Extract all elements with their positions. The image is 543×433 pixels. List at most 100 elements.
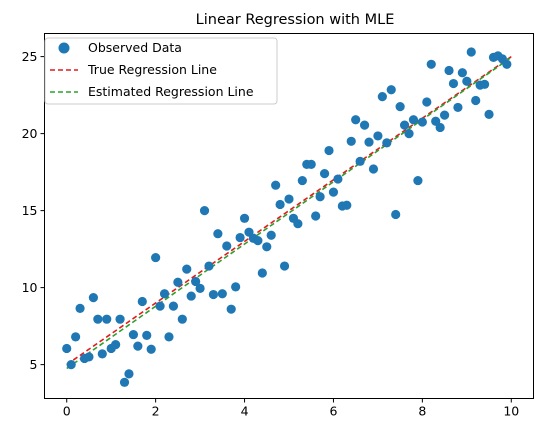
data-point bbox=[151, 252, 161, 263]
data-point bbox=[195, 283, 205, 293]
data-point bbox=[217, 289, 227, 299]
data-point bbox=[471, 95, 481, 106]
data-point bbox=[164, 332, 174, 342]
data-point bbox=[417, 117, 427, 127]
data-point bbox=[480, 79, 490, 89]
data-point bbox=[399, 120, 410, 130]
chart-title: Linear Regression with MLE bbox=[196, 12, 395, 28]
data-point bbox=[333, 174, 343, 184]
data-point bbox=[306, 159, 316, 170]
data-point bbox=[235, 232, 245, 243]
data-point bbox=[346, 136, 356, 146]
data-point bbox=[253, 236, 263, 246]
legend-box bbox=[44, 37, 278, 105]
data-point bbox=[115, 314, 125, 324]
data-point bbox=[439, 110, 450, 120]
data-point bbox=[484, 109, 494, 119]
data-point bbox=[457, 68, 467, 78]
y-tick-label: 25 bbox=[22, 49, 38, 64]
y-tick-label: 20 bbox=[22, 126, 38, 141]
data-point bbox=[382, 138, 392, 148]
data-point bbox=[257, 268, 267, 278]
data-point bbox=[222, 241, 232, 251]
data-point bbox=[373, 131, 383, 141]
x-tick-label: 6 bbox=[329, 404, 337, 419]
scatter-points bbox=[62, 47, 512, 387]
data-point bbox=[453, 102, 463, 113]
data-point bbox=[368, 164, 379, 174]
data-point bbox=[155, 301, 165, 311]
data-point bbox=[119, 377, 130, 387]
data-point bbox=[111, 339, 121, 350]
x-axis: 0 2 4 6 8 10 bbox=[63, 398, 519, 419]
data-point bbox=[137, 296, 147, 307]
data-point bbox=[359, 120, 370, 130]
legend-label-true-line: True Regression Line bbox=[87, 62, 217, 77]
data-point bbox=[93, 314, 103, 324]
x-tick-label: 0 bbox=[63, 404, 71, 419]
data-point bbox=[391, 209, 401, 220]
data-point bbox=[97, 349, 107, 359]
data-point bbox=[213, 229, 223, 239]
data-point bbox=[84, 352, 94, 362]
legend: Observed Data True Regression Line Estim… bbox=[44, 37, 278, 105]
legend-label-estimated-line: Estimated Regression Line bbox=[88, 84, 254, 99]
data-point bbox=[226, 304, 236, 314]
data-point bbox=[404, 129, 414, 139]
data-point bbox=[342, 200, 352, 210]
data-point bbox=[271, 180, 281, 190]
data-point bbox=[413, 175, 423, 186]
estimated-regression-line bbox=[66, 56, 512, 370]
data-point bbox=[208, 289, 219, 300]
data-point bbox=[186, 291, 196, 301]
data-point bbox=[62, 343, 72, 354]
data-point bbox=[146, 344, 156, 354]
y-tick-label: 10 bbox=[22, 280, 38, 295]
data-point bbox=[386, 85, 396, 95]
data-point bbox=[502, 59, 512, 69]
data-point bbox=[408, 115, 419, 125]
data-point bbox=[395, 102, 405, 112]
data-point bbox=[177, 314, 187, 324]
data-point bbox=[182, 264, 192, 274]
data-point bbox=[66, 360, 76, 370]
data-point bbox=[448, 78, 459, 89]
data-point bbox=[315, 192, 325, 202]
x-tick-label: 4 bbox=[241, 404, 249, 419]
data-point bbox=[159, 289, 170, 299]
x-tick-label: 2 bbox=[152, 404, 160, 419]
regression-lines bbox=[66, 55, 512, 370]
data-point bbox=[168, 301, 179, 311]
data-point bbox=[142, 330, 152, 340]
data-point bbox=[279, 261, 290, 271]
y-tick-label: 15 bbox=[22, 203, 38, 218]
data-point bbox=[128, 329, 139, 340]
y-axis: 5 10 15 20 25 bbox=[22, 49, 45, 372]
data-point bbox=[426, 59, 436, 69]
data-point bbox=[284, 194, 294, 204]
data-point bbox=[231, 282, 241, 292]
data-point bbox=[275, 199, 285, 210]
data-point bbox=[435, 122, 445, 133]
data-point bbox=[324, 145, 334, 156]
data-point bbox=[266, 230, 276, 240]
data-point bbox=[239, 213, 250, 223]
data-point bbox=[262, 242, 272, 252]
data-point bbox=[297, 175, 307, 186]
true-regression-line bbox=[66, 55, 512, 366]
data-point bbox=[377, 92, 387, 102]
data-point bbox=[328, 187, 339, 197]
data-point bbox=[124, 369, 134, 379]
y-tick-label: 5 bbox=[30, 357, 38, 372]
data-point bbox=[462, 76, 472, 86]
legend-marker-observed bbox=[58, 42, 70, 54]
data-point bbox=[133, 341, 143, 351]
data-point bbox=[199, 206, 210, 216]
data-point bbox=[293, 219, 303, 229]
plot-frame bbox=[44, 33, 534, 399]
x-tick-label: 8 bbox=[418, 404, 426, 419]
data-point bbox=[422, 97, 432, 107]
data-point bbox=[466, 47, 476, 57]
data-point bbox=[351, 115, 361, 125]
